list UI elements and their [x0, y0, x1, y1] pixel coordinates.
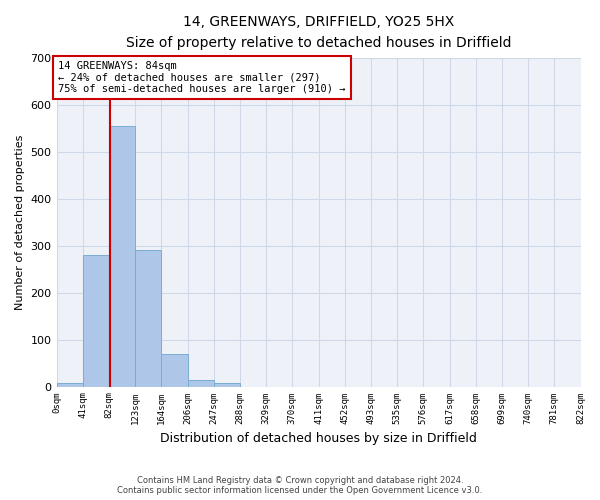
Bar [83, 255, 109, 386]
Text: Contains HM Land Registry data © Crown copyright and database right 2024.
Contai: Contains HM Land Registry data © Crown c… [118, 476, 482, 495]
Bar [109, 126, 135, 386]
Bar [161, 354, 188, 386]
Bar [135, 250, 161, 386]
Bar [188, 380, 214, 386]
Text: 14 GREENWAYS: 84sqm
← 24% of detached houses are smaller (297)
75% of semi-detac: 14 GREENWAYS: 84sqm ← 24% of detached ho… [58, 61, 346, 94]
Bar [214, 383, 240, 386]
Bar [56, 383, 83, 386]
X-axis label: Distribution of detached houses by size in Driffield: Distribution of detached houses by size … [160, 432, 477, 445]
Title: 14, GREENWAYS, DRIFFIELD, YO25 5HX
Size of property relative to detached houses : 14, GREENWAYS, DRIFFIELD, YO25 5HX Size … [126, 15, 511, 50]
Y-axis label: Number of detached properties: Number of detached properties [15, 134, 25, 310]
